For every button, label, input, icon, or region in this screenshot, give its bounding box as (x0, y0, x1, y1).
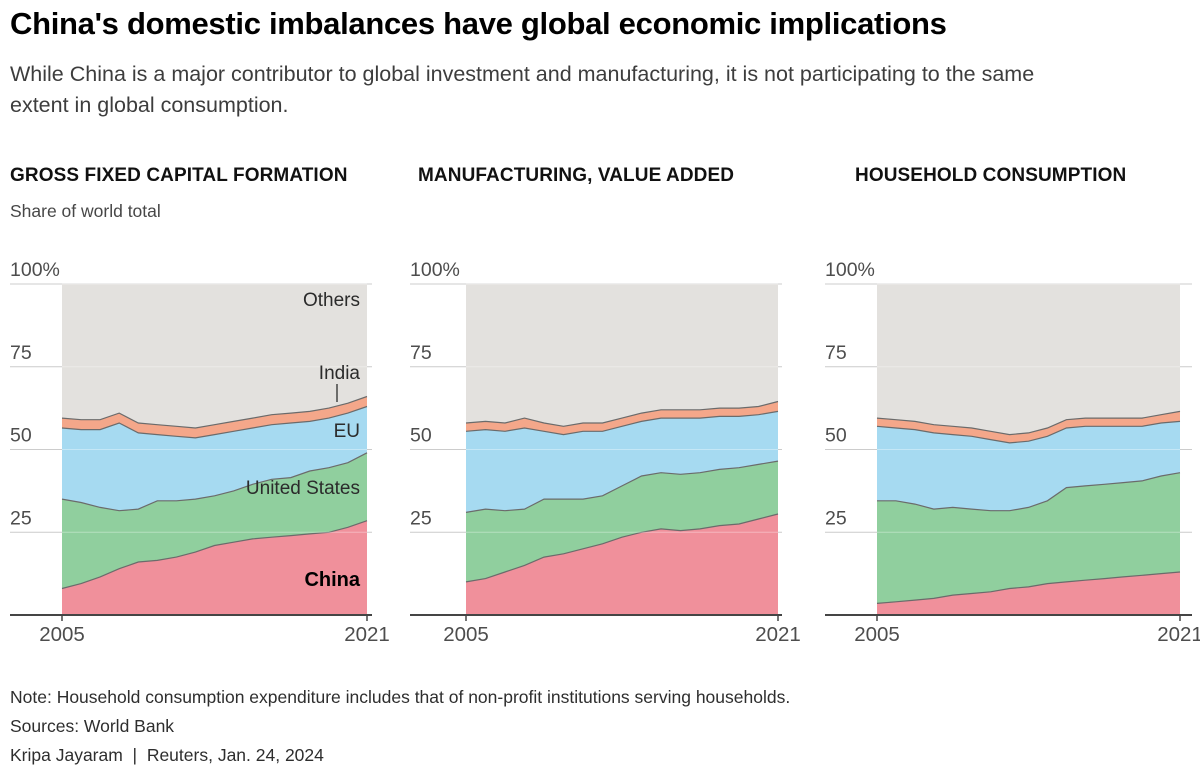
y-tick-label: 100% (825, 259, 875, 281)
boundary-china (61, 520, 368, 590)
y-tick-label: 25 (410, 507, 432, 529)
series-label-china: China (304, 569, 360, 591)
area-china (877, 572, 1180, 615)
byline: Kripa Jayaram | Reuters, Jan. 24, 2024 (10, 745, 324, 765)
sources-line: Sources: World Bank (10, 716, 175, 736)
boundary-india (876, 410, 1181, 436)
y-tick-label: 75 (10, 342, 32, 364)
series-label-others: Others (303, 290, 360, 311)
boundary-india (465, 400, 779, 427)
boundary-united_states (61, 452, 368, 512)
area-china (62, 520, 367, 615)
page-title: China's domestic imbalances have global … (10, 6, 947, 41)
x-tick-label-start: 2005 (39, 623, 85, 646)
chart-title-household-consumption: HOUSEHOLD CONSUMPTION (855, 165, 1127, 186)
boundary-eu (61, 405, 368, 439)
x-tick-label-end: 2021 (344, 623, 390, 646)
x-tick-label-start: 2005 (443, 623, 489, 646)
boundary-eu (465, 410, 779, 436)
y-tick-label: 100% (10, 259, 60, 281)
y-tick-label: 25 (10, 507, 32, 529)
y-tick-label: 75 (410, 342, 432, 364)
area-china (466, 514, 778, 615)
boundary-india (61, 395, 368, 429)
stacked-area-chart: 100% 75 50 25 2005 2021 Others India EU United St… (10, 259, 390, 646)
chart-gross-fixed-capital-formation: 100% 75 50 25 2005 2021 Others India EU United St… (10, 255, 390, 653)
y-tick-label: 50 (825, 425, 847, 447)
y-tick-label: 25 (825, 507, 847, 529)
chart-title-gross-fixed-capital-formation: GROSS FIXED CAPITAL FORMATION (10, 165, 348, 186)
x-tick-label-start: 2005 (854, 623, 900, 646)
series-label-india: India (319, 363, 361, 384)
boundary-united_states (877, 472, 1181, 512)
y-tick-label: 100% (410, 259, 460, 281)
y-tick-label: 50 (410, 425, 432, 447)
chart-manufacturing-value-added: 100% 75 50 25 2005 2021 (410, 255, 801, 653)
boundary-china (465, 513, 779, 583)
chart-household-consumption: 100% 75 50 25 2005 2021 (825, 255, 1200, 653)
chart-title-manufacturing-value-added: MANUFACTURING, VALUE ADDED (418, 165, 735, 186)
x-tick-label-end: 2021 (1157, 623, 1200, 646)
series-label-eu: EU (334, 421, 360, 442)
y-tick-label: 50 (10, 425, 32, 447)
y-tick-label: 75 (825, 342, 847, 364)
boundary-china (876, 571, 1181, 604)
stacked-area-chart: 100% 75 50 25 2005 2021 (410, 259, 801, 646)
stacked-area-chart: 100% 75 50 25 2005 2021 (825, 259, 1200, 646)
x-tick-label-end: 2021 (755, 623, 801, 646)
series-label-united-states: United States (246, 478, 360, 499)
page-subtitle: While China is a major contributor to gl… (10, 62, 1035, 117)
footnote: Note: Household consumption expenditure … (10, 687, 791, 707)
y-axis-unit-note: Share of world total (10, 201, 161, 221)
boundary-eu (876, 420, 1181, 444)
boundary-united_states (465, 460, 779, 513)
